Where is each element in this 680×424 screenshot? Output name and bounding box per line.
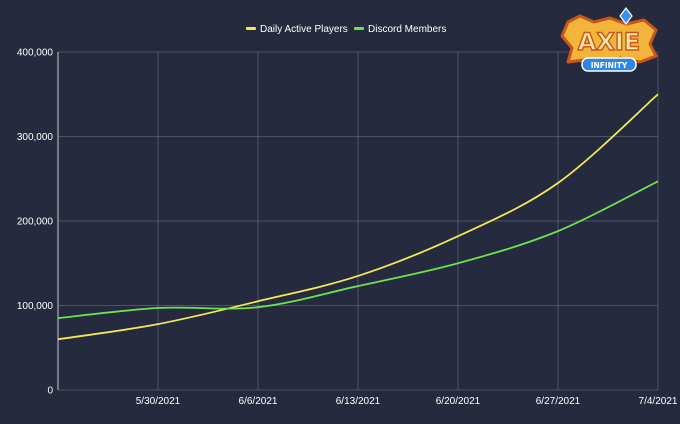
y-tick-label: 100,000: [17, 301, 54, 312]
logo-badge: [581, 57, 637, 72]
legend-label: Discord Members: [368, 24, 446, 35]
x-tick-label: 7/4/2021: [639, 396, 678, 407]
grid: [58, 51, 659, 391]
legend-swatch: [354, 27, 364, 30]
x-tick-label: 6/27/2021: [536, 396, 581, 407]
gem-icon: [619, 7, 633, 25]
series-lines: [57, 93, 659, 341]
x-tick-label: 5/30/2021: [136, 396, 181, 407]
axes: 0 100,000 200,000 300,000 400,000 5/30/2021 6/…: [17, 48, 678, 408]
legend-label: Daily Active Players: [260, 24, 348, 35]
y-tick-label: 300,000: [17, 132, 54, 143]
series-line-discord-members: [57, 180, 659, 320]
y-tick-label: 200,000: [17, 217, 54, 228]
legend-swatch: [246, 27, 256, 30]
y-tick-label: 400,000: [17, 48, 54, 59]
y-tick-label: 0: [47, 386, 53, 397]
x-tick-label: 6/6/2021: [239, 396, 278, 407]
x-tick-label: 6/20/2021: [436, 396, 481, 407]
logo-wordmark: AXIE: [578, 28, 640, 56]
axie-infinity-logo: AXIE INFINITY: [560, 7, 658, 72]
logo-subtext: INFINITY: [591, 61, 628, 70]
legend: Daily Active Players Discord Members: [246, 24, 446, 35]
series-line-daily-active-players: [57, 93, 659, 341]
x-tick-label: 6/13/2021: [336, 396, 381, 407]
